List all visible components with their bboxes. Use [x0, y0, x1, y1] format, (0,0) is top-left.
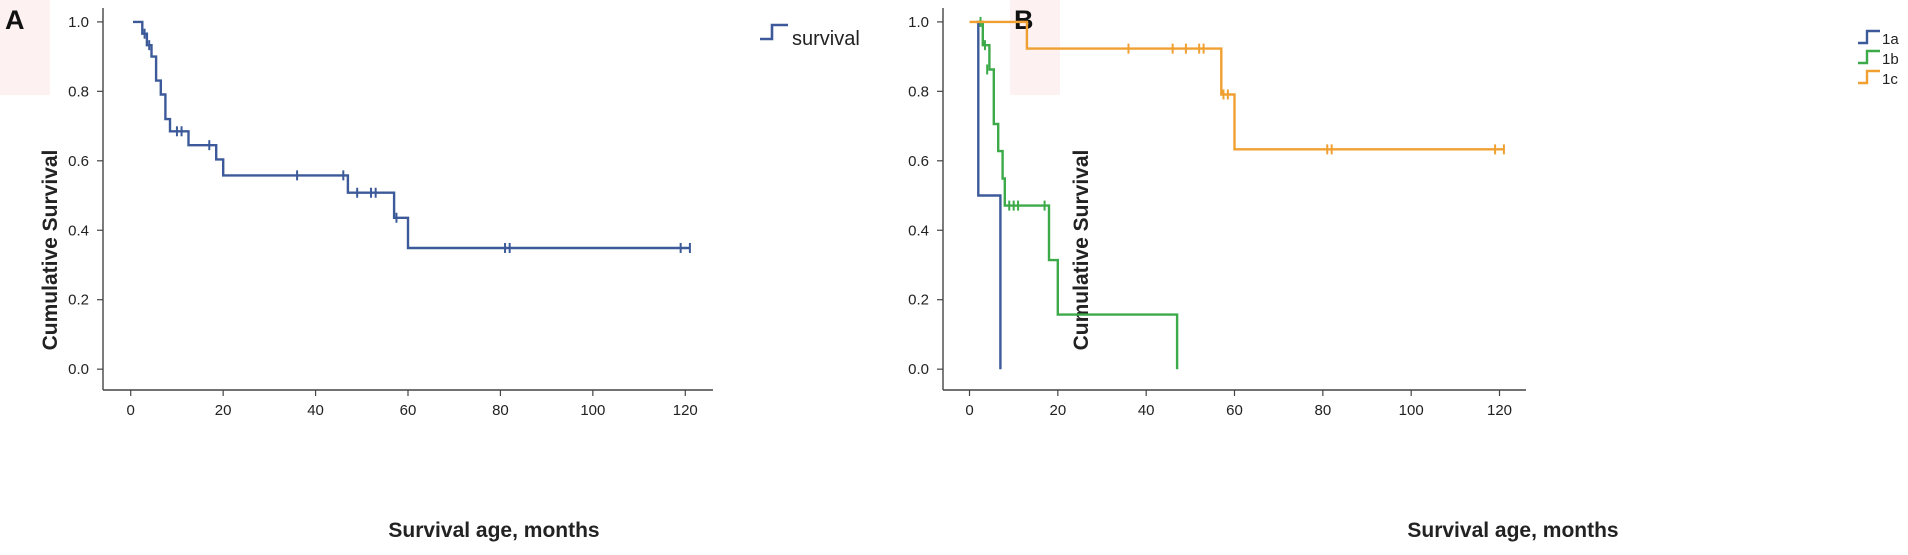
panel-b-x-tick-label: 80: [1314, 402, 1331, 419]
panel-a-y-tick-label: 0.0: [68, 361, 89, 378]
panel-a-y-tick-label: 0.6: [68, 153, 89, 170]
panel-b-y-axis-title: Cumulative Survival: [1070, 150, 1093, 351]
panel-a-x-tick-label: 0: [127, 402, 135, 419]
panel-b-label: B: [1014, 5, 1034, 35]
panel-b-x-tick-label: 60: [1226, 402, 1243, 419]
panel-a-series-line-survival: [133, 20, 690, 250]
panel-a-label: A: [5, 5, 25, 35]
panel-a-x-tick-label: 120: [673, 402, 698, 419]
panel-a-y-tick-label: 1.0: [68, 14, 89, 31]
panel-b-series-line-1b: [978, 20, 1179, 370]
panel-b-x-tick-label: 120: [1487, 402, 1512, 419]
panel-a-x-tick-label: 60: [400, 402, 417, 419]
panel-a-y-tick-label: 0.4: [68, 222, 89, 239]
panel-b-x-tick-label: 0: [965, 402, 973, 419]
panel-a-x-tick-label: 100: [580, 402, 605, 419]
panel-b-y-tick-label: 0.4: [908, 222, 929, 239]
panel-b-series-line-1a: [976, 20, 1002, 370]
panel-b-x-tick-label: 40: [1138, 402, 1155, 419]
panel-b-legend-swatch-1c: [1858, 69, 1880, 85]
panel-a-y-tick-label: 0.8: [68, 83, 89, 100]
panel-a-x-tick-label: 20: [215, 402, 232, 419]
panel-b: B Cumulative Survival Survival age, mont…: [908, 0, 1899, 542]
panel-b-legend: 1a 1b 1c: [1858, 29, 1899, 88]
panel-a-legend-label-survival: survival: [792, 28, 860, 50]
panel-a-label-background: [0, 0, 50, 95]
panel-b-legend-swatch-1b: [1858, 49, 1880, 65]
panel-b-y-tick-label: 0.8: [908, 83, 929, 100]
panel-b-legend-label-1b: 1b: [1882, 51, 1899, 68]
panel-a: A Cumulative Survival Survival age, mont…: [0, 0, 860, 542]
panel-b-y-tick-label: 0.2: [908, 292, 929, 309]
panel-a-legend-swatch-survival: [760, 23, 788, 41]
panel-b-x-axis-title: Survival age, months: [1407, 519, 1618, 542]
panel-b-legend-label-1a: 1a: [1882, 31, 1899, 48]
panel-b-legend-label-1c: 1c: [1882, 71, 1898, 88]
panel-a-y-tick-label: 0.2: [68, 292, 89, 309]
panel-b-x-tick-label: 20: [1049, 402, 1066, 419]
panel-b-y-tick-label: 0.0: [908, 361, 929, 378]
panel-b-series-line-1c: [969, 20, 1504, 151]
panel-b-x-tick-label: 100: [1399, 402, 1424, 419]
panel-a-y-axis-title: Cumulative Survival: [39, 150, 62, 351]
panel-a-x-tick-label: 80: [492, 402, 509, 419]
panel-b-y-tick-label: 0.6: [908, 153, 929, 170]
panel-a-x-axis-title: Survival age, months: [388, 519, 599, 542]
panel-a-legend: survival: [760, 23, 860, 50]
panel-a-x-tick-label: 40: [307, 402, 324, 419]
panel-b-legend-swatch-1a: [1858, 29, 1880, 45]
panel-b-y-tick-label: 1.0: [908, 14, 929, 31]
